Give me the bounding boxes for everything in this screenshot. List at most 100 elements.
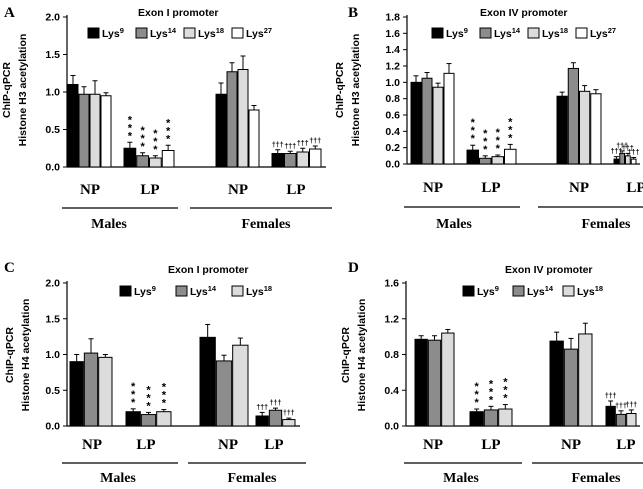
significance-star: *	[489, 378, 494, 390]
bar	[140, 414, 157, 427]
group-label: LP	[264, 437, 283, 453]
bar	[441, 332, 455, 427]
group-label: LP	[481, 437, 500, 453]
legend-swatch	[575, 27, 588, 39]
bar	[630, 158, 637, 165]
y-tick-label: 0.8	[385, 93, 400, 105]
significance-dagger: †††	[284, 143, 296, 150]
significance-dagger: †††	[622, 145, 634, 152]
significance-star: *	[131, 381, 136, 393]
legend-label: Lys14	[527, 284, 554, 298]
panel-letter: B	[348, 5, 358, 21]
group-label: NP	[82, 437, 102, 453]
y-tick-label: 1.6	[385, 28, 400, 40]
y-tick-label: 1.0	[45, 349, 60, 361]
panel-d: D 0.0 0.4 0.8 1.2 1.6 ChIP-qPCR Histone H4 acet…	[340, 260, 643, 486]
bar	[83, 352, 99, 427]
group-label: LP	[136, 437, 155, 453]
group-label: LP	[481, 180, 500, 196]
y-tick-label: 0.2	[385, 142, 400, 154]
y-tick-label: 1.2	[385, 61, 400, 73]
bar	[156, 411, 172, 427]
legend-label: Lys27	[590, 26, 616, 40]
y-axis-label: ChIP-qPCR	[4, 327, 16, 383]
chart-title: Exon I promoter	[138, 7, 219, 19]
y-tick-label: 1.0	[385, 77, 400, 89]
legend-swatch	[231, 285, 244, 297]
bar	[605, 405, 616, 427]
bar	[69, 361, 84, 427]
significance-star: *	[483, 128, 488, 140]
bar	[414, 338, 428, 427]
bar	[309, 148, 322, 168]
bar	[232, 344, 249, 427]
sex-label: Females	[242, 217, 292, 232]
bar	[491, 156, 504, 165]
bar	[590, 93, 602, 165]
sex-label: Males	[91, 217, 127, 232]
group-label: NP	[228, 182, 248, 198]
legend-label: Lys27	[246, 26, 272, 40]
legend-label: Lys9	[477, 284, 499, 298]
legend-label: Lys9	[134, 284, 156, 298]
bar	[619, 152, 625, 165]
significance-dagger: †††	[309, 138, 321, 145]
legend-swatch	[135, 27, 148, 39]
bar	[248, 109, 260, 168]
bar	[498, 408, 513, 427]
legend-label: Lys18	[198, 26, 224, 40]
y-tick-label: 0.5	[45, 124, 60, 136]
significance-dagger: †††	[256, 404, 268, 411]
legend-label: Lys18	[542, 26, 568, 40]
significance-star: *	[166, 117, 171, 129]
bar	[136, 155, 149, 168]
significance-star: *	[471, 133, 476, 145]
bar	[427, 339, 442, 427]
bar	[268, 409, 283, 427]
y-tick-label: 1.4	[385, 44, 400, 56]
significance-star: *	[475, 381, 480, 393]
bar	[615, 413, 627, 427]
bar	[100, 95, 112, 168]
bar	[443, 72, 455, 165]
legend-label: Lys18	[246, 284, 272, 298]
legend-swatch	[562, 285, 575, 297]
bar	[125, 411, 141, 427]
significance-star: *	[483, 144, 488, 156]
bar	[215, 360, 233, 427]
significance-star: *	[489, 394, 494, 406]
bar	[271, 153, 284, 168]
bar	[421, 77, 433, 165]
legend-swatch	[183, 27, 196, 39]
significance-star: *	[128, 114, 133, 126]
bar	[626, 412, 637, 427]
legend-swatch	[119, 285, 132, 297]
chart-title: Exon IV promoter	[480, 7, 568, 19]
bar	[149, 157, 162, 168]
legend-swatch	[479, 27, 492, 39]
bar	[504, 148, 517, 165]
bar	[161, 150, 175, 168]
panel-c: C 0.0 0.5 1.0 1.5 2.0 ChIP-qPCR Histone H4 acet…	[4, 260, 306, 486]
bar	[123, 147, 137, 168]
panel-a: A 0.0 0.5 1.0 1.5 2.0 ChIP-qPCR Histone H3 acet…	[1, 5, 332, 232]
group-label: NP	[423, 437, 443, 453]
group-label: LP	[286, 182, 305, 198]
group-label: NP	[80, 182, 100, 198]
y-tick-label: 0.5	[45, 385, 60, 397]
y-axis-label: ChIP-qPCR	[1, 62, 13, 118]
significance-star: *	[496, 135, 501, 147]
y-axis-label: Histone H4 acetylation	[20, 299, 32, 412]
y-axis-label: ChIP-qPCR	[334, 62, 346, 118]
bar	[255, 415, 269, 427]
y-tick-label: 0.0	[45, 162, 60, 174]
bar	[98, 356, 113, 427]
panel-letter: C	[4, 260, 15, 276]
significance-star: *	[128, 122, 133, 134]
significance-dagger: †††	[272, 142, 284, 149]
y-axis-label: Histone H3 acetylation	[17, 34, 29, 147]
y-tick-label: 1.2	[384, 313, 399, 325]
group-label: NP	[569, 180, 589, 196]
bar	[466, 149, 479, 165]
y-tick-label: 1.6	[384, 278, 399, 290]
